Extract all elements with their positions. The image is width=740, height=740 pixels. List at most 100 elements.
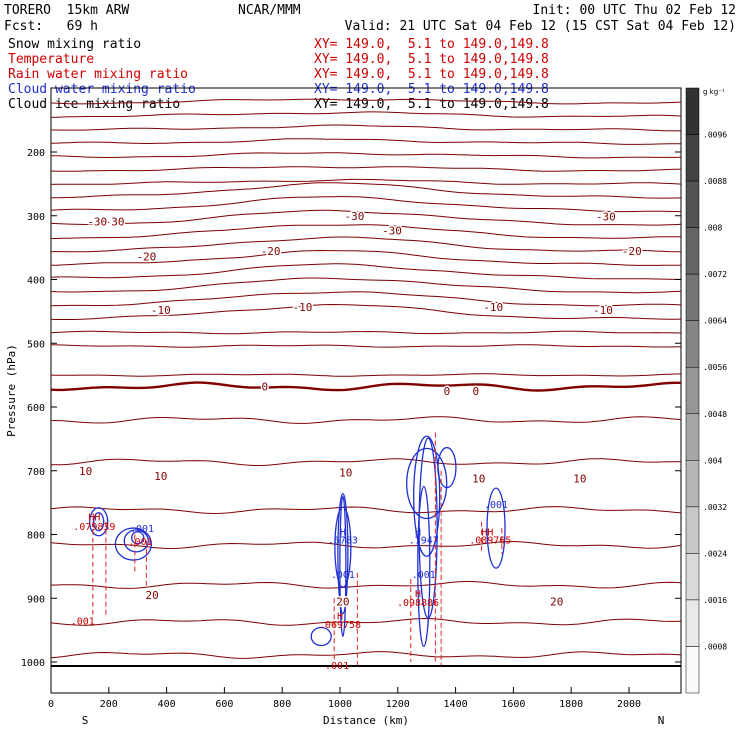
cloud-water-contour <box>339 495 347 638</box>
x-tick-label: 1800 <box>559 699 583 710</box>
header-center: NCAR/MMM <box>238 3 301 18</box>
x-tick-label: 1600 <box>501 699 525 710</box>
isotherm-line <box>50 263 681 280</box>
colorbar-segment <box>685 599 700 647</box>
rain-water-contours <box>92 432 503 666</box>
y-tick-label: 1000 <box>21 658 45 669</box>
isotherm-line <box>50 98 682 105</box>
isotherm-line <box>50 303 682 320</box>
isotherm-line <box>50 166 682 172</box>
isotherm-line <box>50 651 682 659</box>
isotherm-label: -10 <box>483 301 503 314</box>
colorbar-label: .0048 <box>703 410 727 419</box>
colorbar-segment <box>685 134 700 182</box>
colorbar-segment <box>685 460 700 508</box>
cloud-water-contour <box>437 446 457 489</box>
y-tick-label: 700 <box>27 467 45 478</box>
cloud-water-contour <box>310 626 332 647</box>
header-fcst: Fcst: 69 h <box>4 19 98 34</box>
isotherm-label: -30 <box>382 224 402 237</box>
colorbar-label: .008 <box>703 224 722 233</box>
isotherm-line <box>50 277 682 294</box>
colorbar-label: .004 <box>703 456 722 465</box>
cloud-water-contour <box>418 437 438 619</box>
temperature-contours <box>50 98 682 659</box>
cloud-water-contour <box>417 485 431 648</box>
isotherm-label: 10 <box>339 467 352 480</box>
header-valid: Valid: 21 UTC Sat 04 Feb 12 (15 CST Sat … <box>344 19 736 34</box>
field-temperature-xy: XY= 149.0, 5.1 to 149.0,149.8 <box>314 52 549 67</box>
plot-border <box>50 87 682 694</box>
isotherm-label: 10 <box>79 465 92 478</box>
extremum-label: .001 <box>412 570 436 581</box>
x-tick-label: 2000 <box>617 699 641 710</box>
isotherm-label: -30 <box>596 210 616 223</box>
colorbar-label: .0064 <box>703 317 727 326</box>
extremum-label: .6783 <box>328 536 358 547</box>
isotherm-label: -30 <box>105 215 125 228</box>
field-snow-xy: XY= 149.0, 5.1 to 149.0,149.8 <box>314 37 549 52</box>
extremum-label: .001 <box>130 524 154 535</box>
colorbar-segment <box>685 87 700 135</box>
x-tick-label: 200 <box>100 699 118 710</box>
extremum-label: H <box>340 527 346 538</box>
extremum-label: .069758 <box>319 620 361 631</box>
isotherm-label: 10 <box>472 472 485 485</box>
field-temperature-label: Temperature <box>8 52 95 67</box>
extremum-label: .001 <box>325 661 349 672</box>
isotherm-label: -10 <box>292 301 312 314</box>
extremum-label: .098886 <box>397 598 439 609</box>
colorbar-label: .0056 <box>703 363 727 372</box>
field-rain-label: Rain water mixing ratio <box>8 67 189 82</box>
colorbar-label: .0032 <box>703 503 727 512</box>
colorbar-unit: g kg⁻¹ <box>703 88 725 96</box>
colorbar-segment <box>685 366 700 415</box>
x-tick-label: 400 <box>158 699 176 710</box>
isotherm-line <box>50 209 682 226</box>
isotherm-line <box>50 506 682 515</box>
extremum-label: .001 <box>484 500 508 511</box>
isotherm-label: -30 <box>345 210 365 223</box>
x-tick-label: 1200 <box>386 699 410 710</box>
isotherm-line <box>50 330 682 335</box>
colorbar-label: .0008 <box>703 642 727 651</box>
y-tick-label: 400 <box>27 276 45 287</box>
colorbar-label: .0096 <box>703 131 727 140</box>
x-tick-label: 0 <box>48 699 54 710</box>
extremum-label: .001 <box>71 617 95 628</box>
y-tick-label: 800 <box>27 531 45 542</box>
extremum-label: .001 <box>129 537 153 548</box>
field-cloudwater-label: Cloud water mixing ratio <box>8 82 196 97</box>
isotherm-line <box>51 182 682 199</box>
isotherm-label: -20 <box>622 245 642 258</box>
extremum-label: H <box>415 589 421 600</box>
colorbar-segment <box>685 273 700 321</box>
isotherm-label: -10 <box>151 304 171 317</box>
colorbar-label: .0072 <box>703 270 727 279</box>
field-cloudwater-xy: XY= 149.0, 5.1 to 149.0,149.8 <box>314 82 549 97</box>
cloud-water-contour <box>406 447 448 520</box>
isotherm-zero-line <box>50 381 681 392</box>
cloud-water-contour <box>131 531 145 545</box>
isotherm-label: 10 <box>154 470 167 483</box>
isotherm-line <box>51 236 682 253</box>
extremum-label: .079839 <box>73 522 115 533</box>
isotherm-line <box>51 224 682 239</box>
field-rain-xy: XY= 149.0, 5.1 to 149.0,149.8 <box>314 67 549 82</box>
y-tick-label: 500 <box>27 339 45 350</box>
cloud-water-contour <box>93 512 105 532</box>
isotherm-line <box>50 249 681 266</box>
isotherm-label: -20 <box>136 251 156 264</box>
isotherm-label: -20 <box>261 245 281 258</box>
contour-labels: 10 10-30-30-30-20 -20 -20-30-30-10 -10 -10 -10… <box>71 208 644 672</box>
extremum-label: .7947 <box>409 536 439 547</box>
field-snow-label: Snow mixing ratio <box>8 37 142 52</box>
isotherm-line <box>50 344 682 348</box>
isotherm-line <box>51 124 682 132</box>
extremum-label: H <box>415 527 421 538</box>
isotherm-line <box>50 373 682 377</box>
y-tick-label: 900 <box>27 594 45 605</box>
x-end-label-right: N <box>658 714 665 727</box>
colorbar-segment <box>685 506 700 554</box>
x-end-label-left: S <box>82 714 89 727</box>
